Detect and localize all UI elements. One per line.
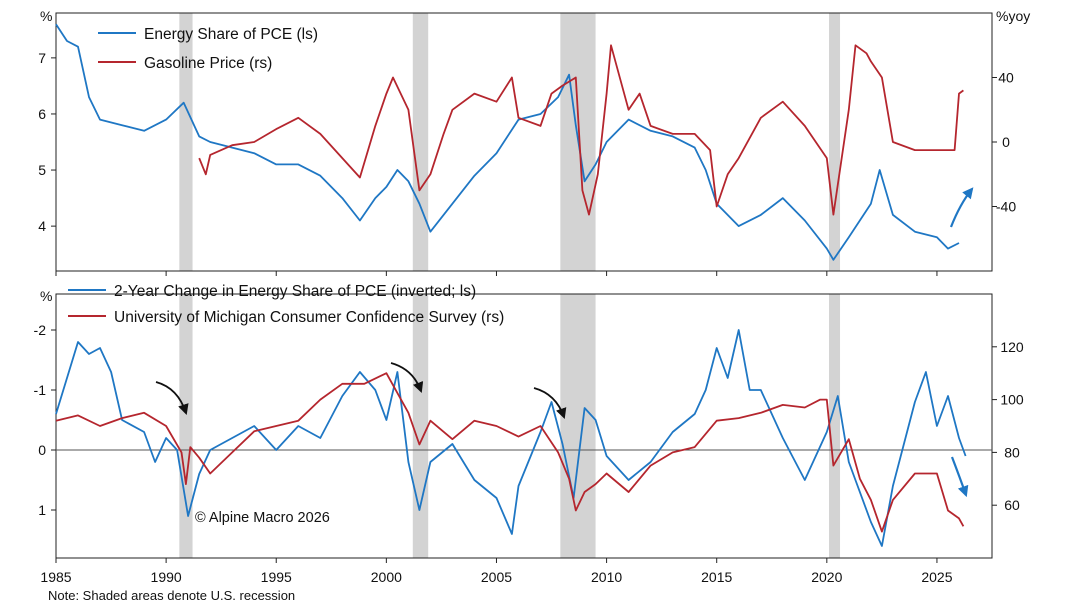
top-series-0-line — [55, 23, 960, 261]
top-left-tick-label: 7 — [38, 50, 46, 66]
bottom-right-tick-label: 60 — [1004, 497, 1020, 513]
top-legend: Energy Share of PCE (ls) Gasoline Price … — [98, 26, 318, 72]
top-series-1-line — [198, 44, 964, 216]
top-right-unit: %yoy — [996, 8, 1030, 24]
top-right-tick-label: 40 — [998, 70, 1014, 86]
bottom-legend: 2-Year Change in Energy Share of PCE (in… — [68, 283, 504, 326]
annotation-arrow-2008 — [533, 387, 567, 420]
copyright-text: © Alpine Macro 2026 — [195, 510, 330, 526]
bottom-series-0-line — [55, 329, 967, 547]
bottom-left-unit: % — [40, 288, 52, 304]
recession-band-top-0 — [179, 13, 193, 271]
top-left-tick-label: 6 — [38, 106, 46, 122]
annotation-arrow-2001 — [390, 362, 424, 394]
bottom-right-tick-label: 100 — [1000, 392, 1024, 408]
recession-band-bottom-0 — [179, 294, 193, 558]
x-tick-label: 2000 — [371, 569, 402, 585]
top-right-tick-label: -40 — [996, 199, 1016, 215]
recession-band-bottom-3 — [829, 294, 841, 558]
bottom-panel-frame — [55, 293, 993, 559]
bottom-right-tick-label: 120 — [1000, 339, 1024, 355]
x-tick-label: 2015 — [701, 569, 732, 585]
x-tick-label: 1990 — [151, 569, 182, 585]
recession-band-top-3 — [829, 13, 841, 271]
bottom-series — [55, 329, 967, 547]
bottom-right-tick-label: 80 — [1004, 444, 1020, 460]
x-tick-label: 2020 — [811, 569, 842, 585]
top-series — [55, 23, 964, 261]
note-text: Note: Shaded areas denote U.S. recession — [48, 588, 295, 603]
bottom-left-tick-label: -1 — [34, 382, 47, 398]
recession-bands-top — [179, 13, 841, 271]
legend-label-michigan: University of Michigan Consumer Confiden… — [114, 309, 504, 326]
x-tick-label: 1995 — [261, 569, 292, 585]
recession-band-bottom-2 — [560, 294, 596, 558]
annotation-arrow-down-blue — [950, 456, 969, 498]
annotation-arrow-up-blue — [949, 187, 974, 228]
bottom-series-1-line — [55, 372, 965, 533]
bottom-left-tick-label: 1 — [38, 502, 46, 518]
top-left-tick-label: 5 — [38, 162, 46, 178]
axis-ticks: 4 5 6 7 40 0 -40 1 0 -1 -2 120 100 80 60 1985 1990 1995 20… — [34, 50, 1024, 585]
legend-label-energy-change: 2-Year Change in Energy Share of PCE (in… — [114, 283, 476, 300]
top-left-unit: % — [40, 8, 52, 24]
legend-label-gasoline: Gasoline Price (rs) — [144, 55, 272, 72]
x-tick-label: 2005 — [481, 569, 512, 585]
annotation-arrow-1990 — [155, 381, 189, 416]
recession-band-bottom-1 — [412, 294, 429, 558]
bottom-left-tick-label: 0 — [38, 442, 46, 458]
x-tick-label: 1985 — [40, 569, 71, 585]
top-left-tick-label: 4 — [38, 218, 46, 234]
bottom-left-tick-label: -2 — [34, 322, 47, 338]
legend-label-energy-share: Energy Share of PCE (ls) — [144, 26, 318, 43]
top-right-tick-label: 0 — [1002, 134, 1010, 150]
x-tick-label: 2025 — [921, 569, 952, 585]
x-tick-label: 2010 — [591, 569, 622, 585]
recession-band-top-1 — [412, 13, 429, 271]
